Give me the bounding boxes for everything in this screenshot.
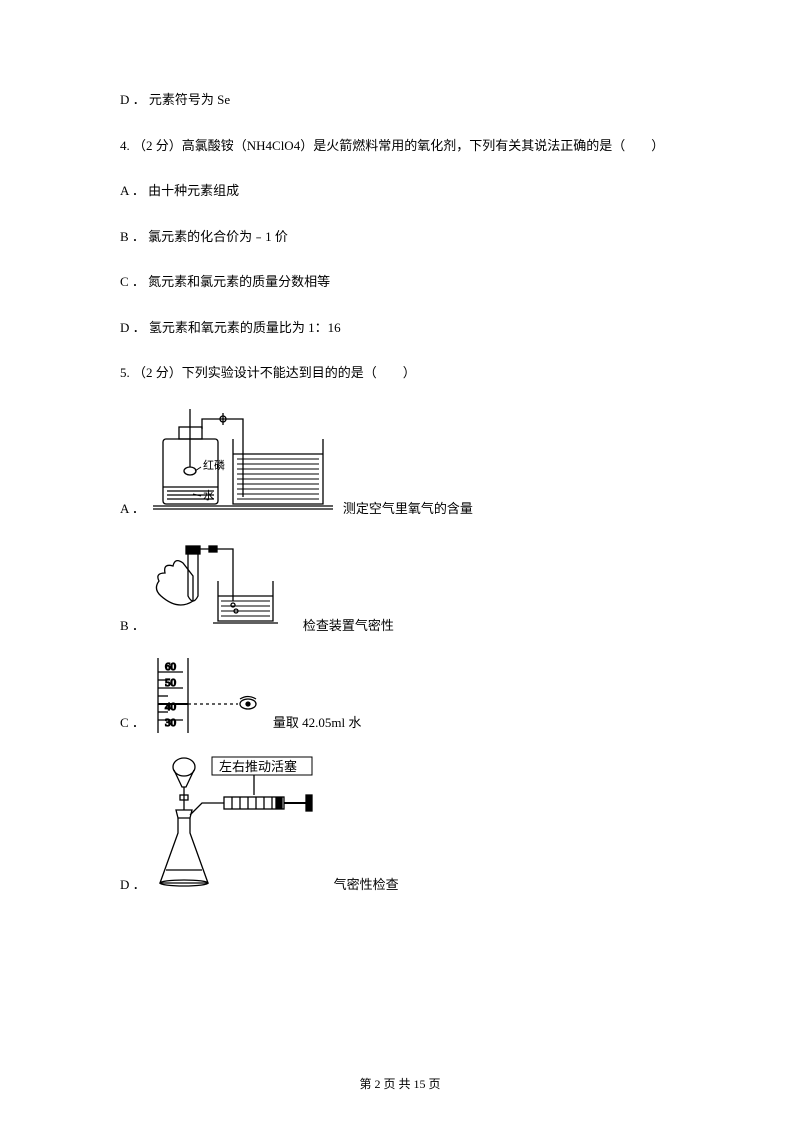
q5-b-label: B ． bbox=[120, 616, 145, 636]
q5-d-caption: 气密性检查 bbox=[334, 875, 399, 895]
q5-a-label: A ． bbox=[120, 499, 145, 519]
figA-redp-label: 红磷 bbox=[203, 459, 225, 472]
page-content: D ． 元素符号为 Se 4. （2 分）高氯酸铵（NH4ClO4）是火箭燃料常… bbox=[0, 0, 800, 935]
figA-water-label: 水 bbox=[203, 489, 214, 502]
q5-b-diagram bbox=[153, 541, 293, 636]
q4-stem: 4. （2 分）高氯酸铵（NH4ClO4）是火箭燃料常用的氧化剂，下列有关其说法… bbox=[120, 136, 680, 156]
q4-option-d: D ． 氢元素和氧元素的质量比为 1：16 bbox=[120, 318, 680, 338]
figC-tick-50: 50 bbox=[165, 677, 177, 689]
q5-c-diagram: 60 50 40 30 bbox=[153, 658, 263, 733]
q5-d-label: D ． bbox=[120, 875, 146, 895]
q4-option-c: C ． 氮元素和氯元素的质量分数相等 bbox=[120, 272, 680, 292]
q5-d-diagram: 左右推动活塞 bbox=[154, 755, 324, 895]
q5-stem: 5. （2 分）下列实验设计不能达到目的的是（ ） bbox=[120, 363, 680, 383]
figC-tick-40: 40 bbox=[165, 701, 177, 713]
figC-tick-30: 30 bbox=[165, 717, 177, 729]
q5-option-a: A ． bbox=[120, 409, 680, 519]
q5-a-caption: 测定空气里氧气的含量 bbox=[343, 499, 473, 519]
q5-option-d: D ． 左右推动活塞 bbox=[120, 755, 680, 895]
figD-label: 左右推动活塞 bbox=[219, 759, 297, 774]
q5-c-caption: 量取 42.05ml 水 bbox=[273, 713, 361, 733]
figC-tick-60: 60 bbox=[165, 661, 177, 673]
q4-option-b: B ． 氯元素的化合价为﹣1 价 bbox=[120, 227, 680, 247]
q5-c-label: C ． bbox=[120, 713, 145, 733]
q4-option-a: A ． 由十种元素组成 bbox=[120, 181, 680, 201]
q5-option-b: B ． bbox=[120, 541, 680, 636]
page-footer: 第 2 页 共 15 页 bbox=[0, 1075, 800, 1092]
q5-b-caption: 检查装置气密性 bbox=[303, 616, 394, 636]
q5-option-c: C ． 60 50 40 30 bbox=[120, 658, 680, 733]
q5-a-diagram: 红磷 水 bbox=[153, 409, 333, 519]
q3-option-d: D ． 元素符号为 Se bbox=[120, 90, 680, 110]
